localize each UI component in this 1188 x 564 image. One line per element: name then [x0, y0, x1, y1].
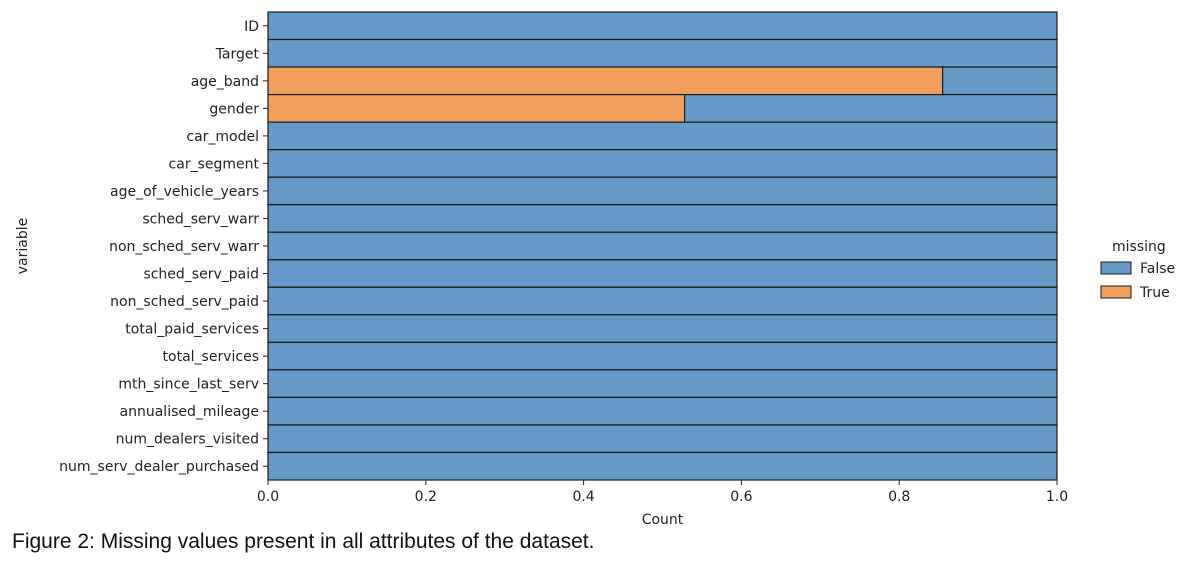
bar-false-age_of_vehicle_years — [267, 176, 1058, 206]
y-tick-label-non_sched_serv_paid: non_sched_serv_paid — [110, 294, 259, 310]
y-tick-label-non_sched_serv_warr: non_sched_serv_warr — [109, 239, 259, 255]
y-axis-label: variable — [15, 218, 31, 274]
bar-false-annualised_mileage — [267, 396, 1058, 426]
y-tick-label-car_model: car_model — [186, 129, 259, 145]
x-tick-label-1.0: 1.0 — [1046, 489, 1068, 505]
y-tick-label-num_serv_dealer_purchased: num_serv_dealer_purchased — [59, 459, 259, 475]
y-tick-label-Target: Target — [215, 46, 260, 62]
y-tick-label-age_band: age_band — [191, 74, 259, 90]
legend-swatch-true — [1100, 285, 1132, 299]
bar-false-car_segment — [267, 149, 1058, 178]
x-axis-label: Count — [642, 512, 684, 528]
bar-true-gender — [267, 93, 686, 123]
bar-true-age_band — [267, 66, 944, 96]
y-tick-label-gender: gender — [209, 101, 259, 117]
y-tick-label-total_services: total_services — [163, 349, 259, 365]
bar-false-total_services — [267, 341, 1058, 371]
legend-label-false: False — [1140, 261, 1175, 277]
bar-false-non_sched_serv_paid — [267, 286, 1058, 316]
legend: missing False True — [1100, 239, 1175, 301]
bar-false-gender — [683, 93, 1058, 123]
y-tick-label-mth_since_last_serv: mth_since_last_serv — [118, 377, 259, 393]
y-tick-label-num_dealers_visited: num_dealers_visited — [116, 432, 259, 448]
bar-false-sched_serv_warr — [267, 204, 1058, 233]
y-tick-label-sched_serv_paid: sched_serv_paid — [143, 267, 259, 283]
y-tick-label-ID: ID — [244, 19, 259, 35]
legend-title: missing — [1112, 239, 1166, 255]
bar-false-Target — [267, 38, 1058, 68]
y-tick-label-total_paid_services: total_paid_services — [125, 322, 259, 338]
bar-false-car_model — [267, 121, 1058, 151]
legend-swatch-false — [1100, 261, 1132, 275]
x-tick-label-0.8: 0.8 — [888, 489, 910, 505]
bar-false-age_band — [941, 66, 1058, 96]
bars-group — [267, 11, 1058, 481]
figure-caption: Figure 2: Missing values present in all … — [12, 530, 595, 553]
y-tick-label-car_segment: car_segment — [169, 156, 260, 172]
bar-false-num_dealers_visited — [267, 424, 1058, 454]
bar-false-sched_serv_paid — [267, 259, 1058, 288]
legend-label-true: True — [1139, 285, 1170, 301]
x-tick-label-0.4: 0.4 — [572, 489, 594, 505]
bar-false-mth_since_last_serv — [267, 369, 1058, 399]
bar-false-total_paid_services — [267, 314, 1058, 343]
x-tick-label-0.2: 0.2 — [415, 489, 437, 505]
x-tick-label-0.0: 0.0 — [257, 489, 279, 505]
bar-false-non_sched_serv_warr — [267, 231, 1058, 261]
x-tick-label-0.6: 0.6 — [730, 489, 752, 505]
bar-false-num_serv_dealer_purchased — [267, 451, 1058, 481]
x-tick-labels: 0.0 0.2 0.4 0.6 0.8 1.0 — [257, 480, 1068, 505]
y-tick-label-annualised_mileage: annualised_mileage — [120, 404, 259, 420]
bar-false-ID — [267, 11, 1058, 41]
y-tick-label-sched_serv_warr: sched_serv_warr — [142, 211, 259, 227]
y-tick-label-age_of_vehicle_years: age_of_vehicle_years — [110, 184, 259, 200]
